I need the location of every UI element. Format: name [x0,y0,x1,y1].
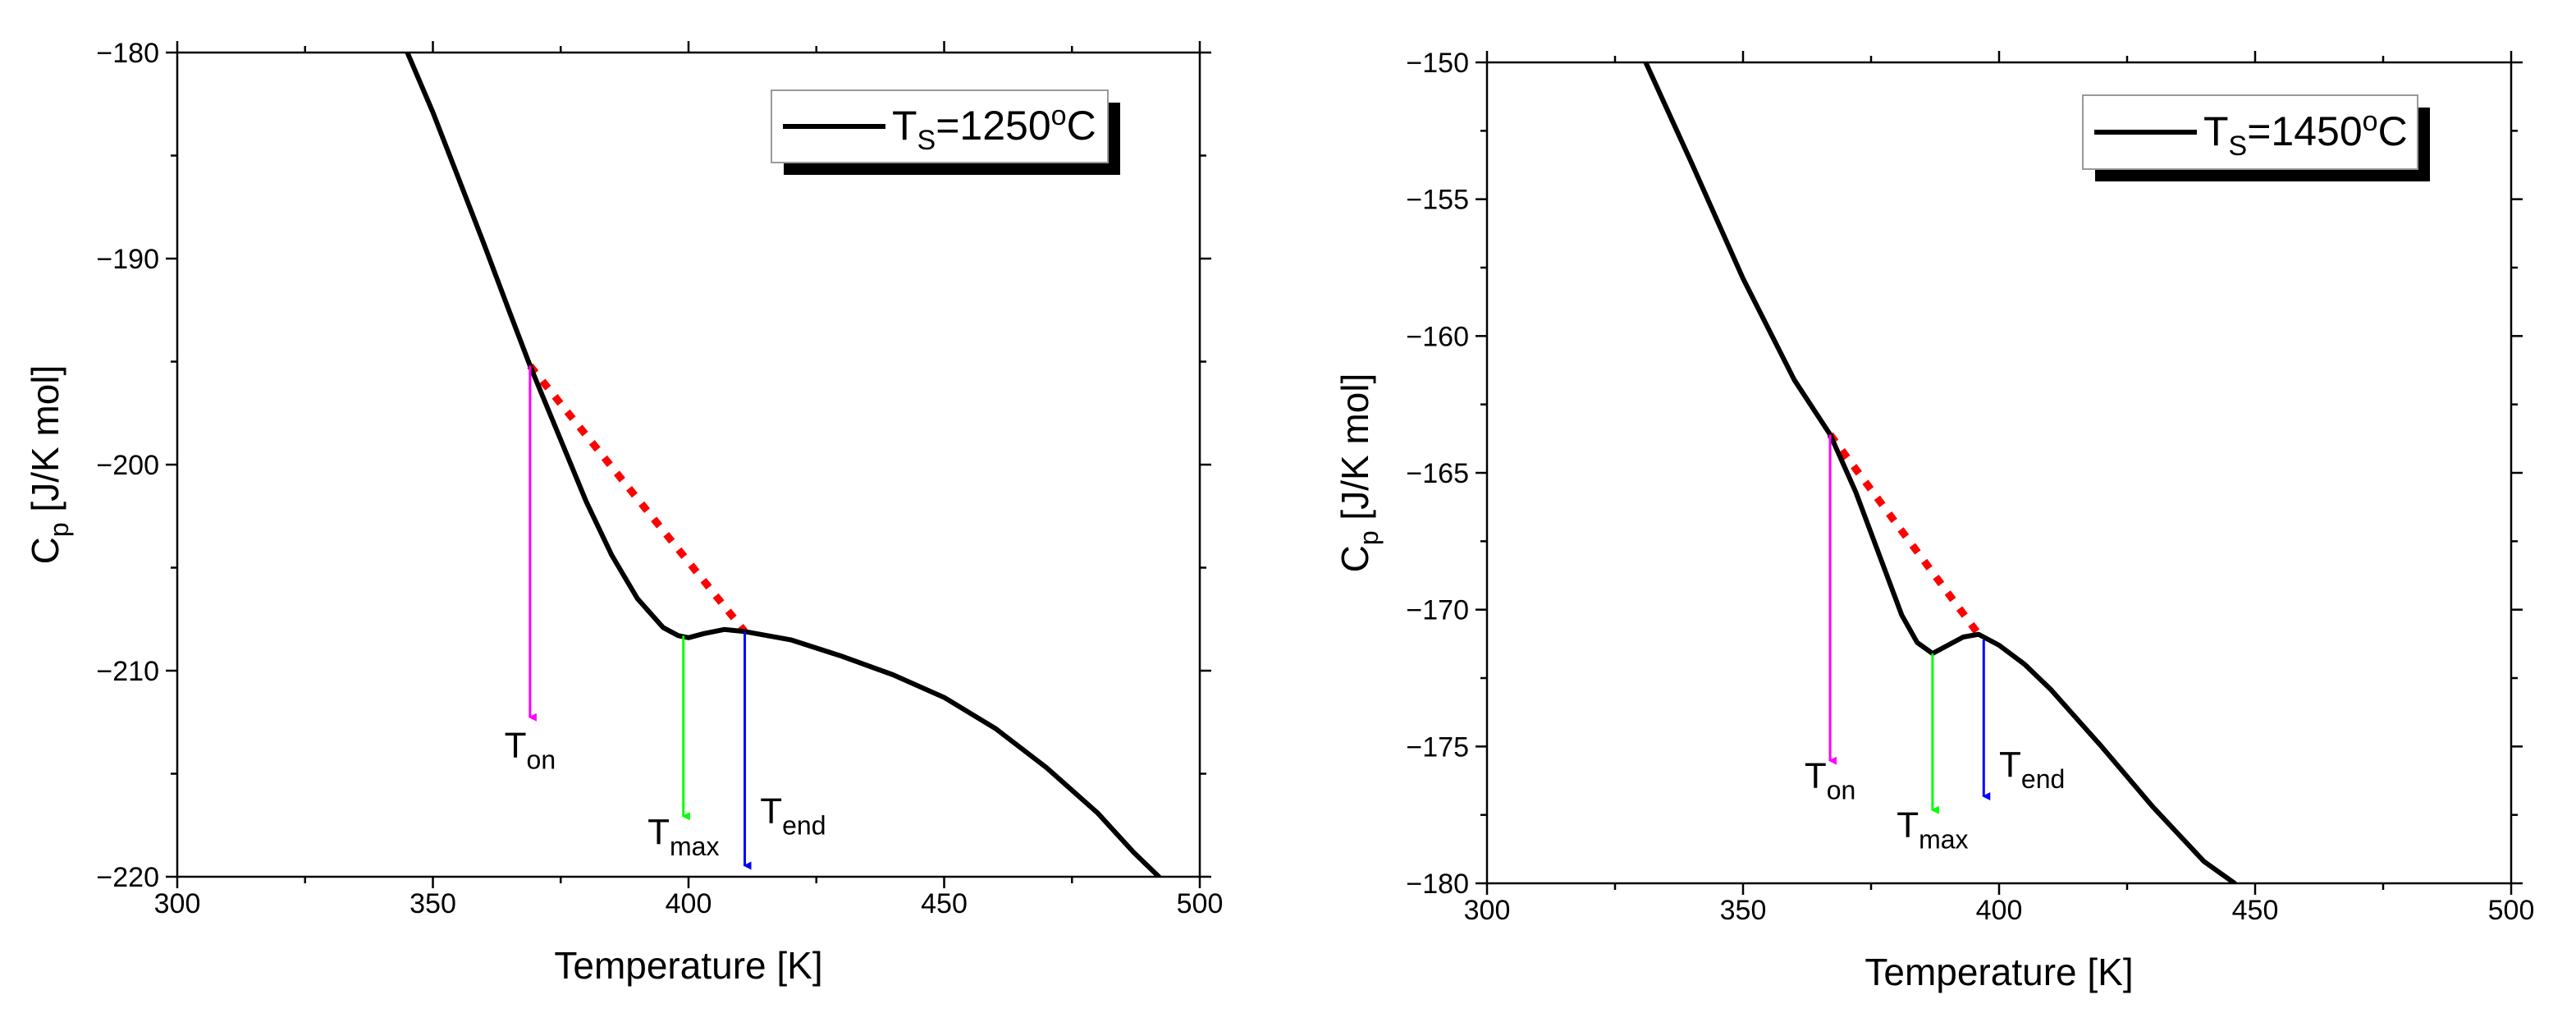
x-tick-label: 450 [2232,895,2279,926]
y-axis-title: Cp [J/K mol] [1334,374,1384,573]
y-tick-label: −155 [1406,185,1469,216]
x-tick-label: 500 [1177,888,1224,919]
series-line-cp [1643,62,2237,883]
y-tick-label: −190 [96,244,159,275]
annotation-label-end: Tend [760,791,826,841]
baseline-extrapolation [527,363,748,635]
x-axis-title: Temperature [K] [1865,951,2133,993]
baseline-extrapolation [1827,432,1982,637]
y-tick-label: −180 [1406,869,1469,900]
x-tick-label: 500 [2488,895,2535,926]
y-tick-label: −160 [1406,321,1469,352]
chart-panel-1: 300 350 400 450 500 −220 −210 −200 −190 −180 Tempe… [24,38,1223,987]
plot-frame [176,51,1201,878]
y-tick-label: −170 [1406,595,1469,626]
y-axis-title: Cp [J/K mol] [24,365,74,565]
y-tick-label: −165 [1406,458,1469,489]
series-line-cp [405,53,1162,877]
x-axis-title: Temperature [K] [554,944,822,987]
legend: TS=1250oC [771,89,1120,175]
annotation-label-on: Ton [505,725,556,774]
x-tick-label: 400 [1976,895,2023,926]
y-tick-label: −150 [1406,48,1469,79]
x-tick-label: 450 [921,888,968,919]
x-tick-label: 300 [154,888,201,919]
y-tick-label: −180 [96,38,159,69]
annotation-label-max: Tmax [1897,805,1968,854]
legend-label: TS=1250oC [892,100,1096,156]
y-tick-label: −200 [96,450,159,481]
x-tick-label: 400 [666,888,712,919]
annotation-label-end: Tend [1999,745,2065,794]
annotation-label-on: Ton [1805,755,1855,805]
legend: TS=1450oC [2082,94,2430,181]
x-tick-label: 300 [1464,895,1511,926]
chart-panel-2: 300 350 400 450 500 −180 −175 −170 −165 −160 −155 −… [1334,48,2534,993]
y-tick-label: −175 [1406,731,1469,763]
x-tick-label: 350 [410,888,456,919]
annotation-label-max: Tmax [647,812,719,861]
legend-label: TS=1450oC [2203,106,2408,162]
y-tick-label: −210 [96,656,159,687]
x-tick-label: 350 [1720,895,1767,926]
y-tick-label: −220 [96,862,159,893]
